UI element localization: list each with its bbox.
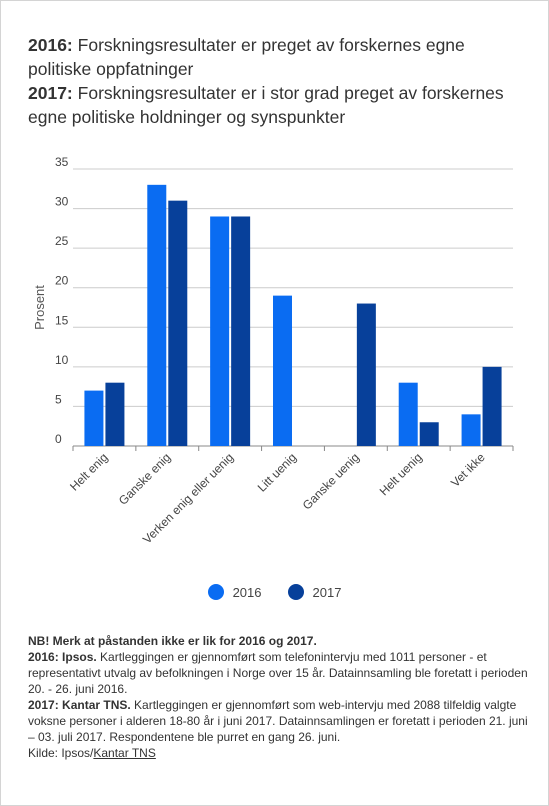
legend-label-2017: 2017 xyxy=(312,584,342,600)
bar-chart: 0 5 10 15 20 25 30 35 Prosent Helt enig Ganske eni… xyxy=(32,155,514,546)
bar-2016 xyxy=(147,184,167,447)
legend-marker-2016 xyxy=(207,584,224,600)
note-ipsos: 2016: Ipsos. Kartleggingen er gjennomfør… xyxy=(28,649,528,697)
note-ipsos-label: 2016: Ipsos. xyxy=(28,650,97,664)
bar-2016 xyxy=(273,295,292,446)
bar-2016 xyxy=(398,382,418,446)
notes: NB! Merk at påstanden ikke er lik for 20… xyxy=(28,633,528,761)
chart-title: 2016: Forskningsresultater er preget av … xyxy=(28,33,528,129)
bar-2017 xyxy=(356,303,376,446)
bar-2017 xyxy=(105,382,125,446)
x-tick-label: Helt enig xyxy=(67,450,110,493)
y-tick-label: 20 xyxy=(55,274,69,288)
y-tick-label: 0 xyxy=(55,432,62,446)
y-tick-label: 30 xyxy=(55,195,69,209)
bar-2016 xyxy=(210,216,230,446)
legend-label-2016: 2016 xyxy=(232,584,262,600)
note-tns-text: Kartleggingen er gjennomført som web-int… xyxy=(28,698,528,744)
legend: 2016 2017 xyxy=(0,584,549,600)
x-tick-label: Ganske uenig xyxy=(300,450,362,512)
bar-2016 xyxy=(84,390,104,446)
note-source: Kilde: Ipsos/Kantar TNS xyxy=(28,745,528,761)
legend-item-2017[interactable]: 2017 xyxy=(287,584,342,600)
x-tick-label: Vet ikke xyxy=(448,450,488,490)
x-tick-label: Litt uenig xyxy=(255,450,299,494)
bar-2017 xyxy=(168,200,188,446)
y-tick-label: 10 xyxy=(55,353,69,367)
legend-item-2016[interactable]: 2016 xyxy=(207,584,262,600)
source-prefix: Kilde: Ipsos/ xyxy=(28,746,94,760)
title-line-2016: 2016: Forskningsresultater er preget av … xyxy=(28,33,528,81)
x-tick-label: Helt uenig xyxy=(377,450,425,498)
bar-2017 xyxy=(231,216,251,446)
y-axis-label: Prosent xyxy=(32,285,47,330)
note-tns-label: 2017: Kantar TNS. xyxy=(28,698,131,712)
title-2016-label: 2016: xyxy=(28,35,73,55)
y-tick-label: 35 xyxy=(55,155,69,169)
note-nb: NB! Merk at påstanden ikke er lik for 20… xyxy=(28,634,317,648)
bar-2017 xyxy=(419,422,439,446)
y-tick-label: 25 xyxy=(55,234,69,248)
title-2017-label: 2017: xyxy=(28,83,73,103)
y-tick-label: 5 xyxy=(55,392,62,406)
source-link[interactable]: Kantar TNS xyxy=(93,746,156,760)
bar-2017 xyxy=(482,366,502,446)
title-line-2017: 2017: Forskningsresultater er i stor gra… xyxy=(28,81,528,129)
bar-2016 xyxy=(461,414,481,446)
y-tick-label: 15 xyxy=(55,313,69,327)
title-2017-text: Forskningsresultater er i stor grad preg… xyxy=(28,83,504,127)
legend-marker-2017 xyxy=(287,584,304,600)
x-tick-label: Ganske enig xyxy=(116,450,174,508)
title-2016-text: Forskningsresultater er preget av forske… xyxy=(28,35,465,79)
note-ipsos-text: Kartleggingen er gjennomført som telefon… xyxy=(28,650,528,696)
note-tns: 2017: Kantar TNS. Kartleggingen er gjenn… xyxy=(28,697,528,745)
